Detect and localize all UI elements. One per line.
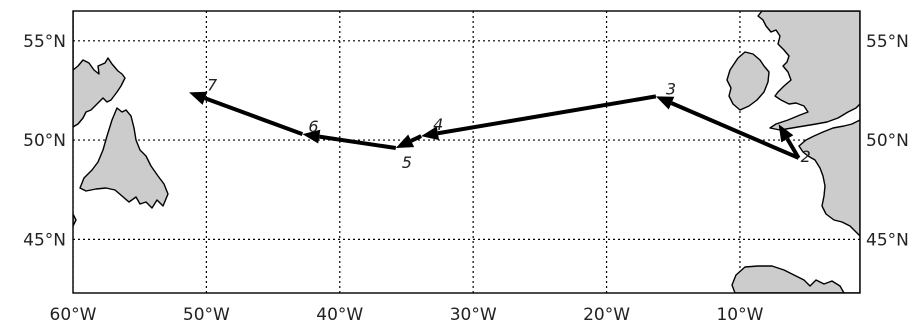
latitude-tick-labels: 55°N 55°N 50°N 50°N 45°N 45°N [23,32,909,251]
waypoint-label: 5 [402,153,412,172]
track-arrowhead [189,91,208,105]
waypoint-label: 4 [433,115,443,134]
landmasses [73,11,860,293]
graticule [73,11,860,293]
land-labrador [73,11,126,128]
longitude-tick-label: 40°W [316,305,363,325]
track-arrowhead [655,96,675,110]
latitude-tick-label-right: 55°N [866,32,909,52]
longitude-tick-label: 60°W [50,305,97,325]
track-segment [437,94,657,136]
latitude-tick-label-right: 50°N [866,131,909,151]
track-arrowhead [302,129,321,144]
waypoint-label: 7 [207,75,218,94]
map-frame [72,10,861,294]
track-segment [410,134,422,143]
land-nova-scotia [73,213,77,227]
track-segment [670,101,800,160]
land-ireland [726,51,770,111]
longitude-tick-labels: 60°W 50°W 40°W 30°W 20°W 10°W [50,305,764,325]
waypoint-label: 2 [801,147,811,166]
ship-track [189,91,801,160]
track-arrowhead [421,126,440,141]
latitude-tick-label-right: 45°N [866,230,909,250]
waypoint-label: 6 [308,117,318,136]
latitude-tick-label-left: 45°N [23,230,66,250]
track-segment [318,134,397,151]
latitude-tick-label-left: 50°N [23,131,66,151]
land-europe [731,11,860,293]
latitude-tick-label-left: 55°N [23,32,66,52]
track-segment [785,137,801,159]
waypoint-labels: 2 3 4 5 6 7 [207,75,811,172]
track-arrowhead [778,124,794,143]
track-arrowhead [395,134,415,149]
land-newfoundland [79,107,169,209]
waypoint-label: 3 [666,79,676,98]
longitude-tick-label: 10°W [716,305,763,325]
ocean-background [73,11,860,293]
longitude-tick-label: 20°W [583,305,630,325]
track-segment [204,96,304,137]
longitude-tick-label: 30°W [450,305,497,325]
longitude-tick-label: 50°W [183,305,230,325]
